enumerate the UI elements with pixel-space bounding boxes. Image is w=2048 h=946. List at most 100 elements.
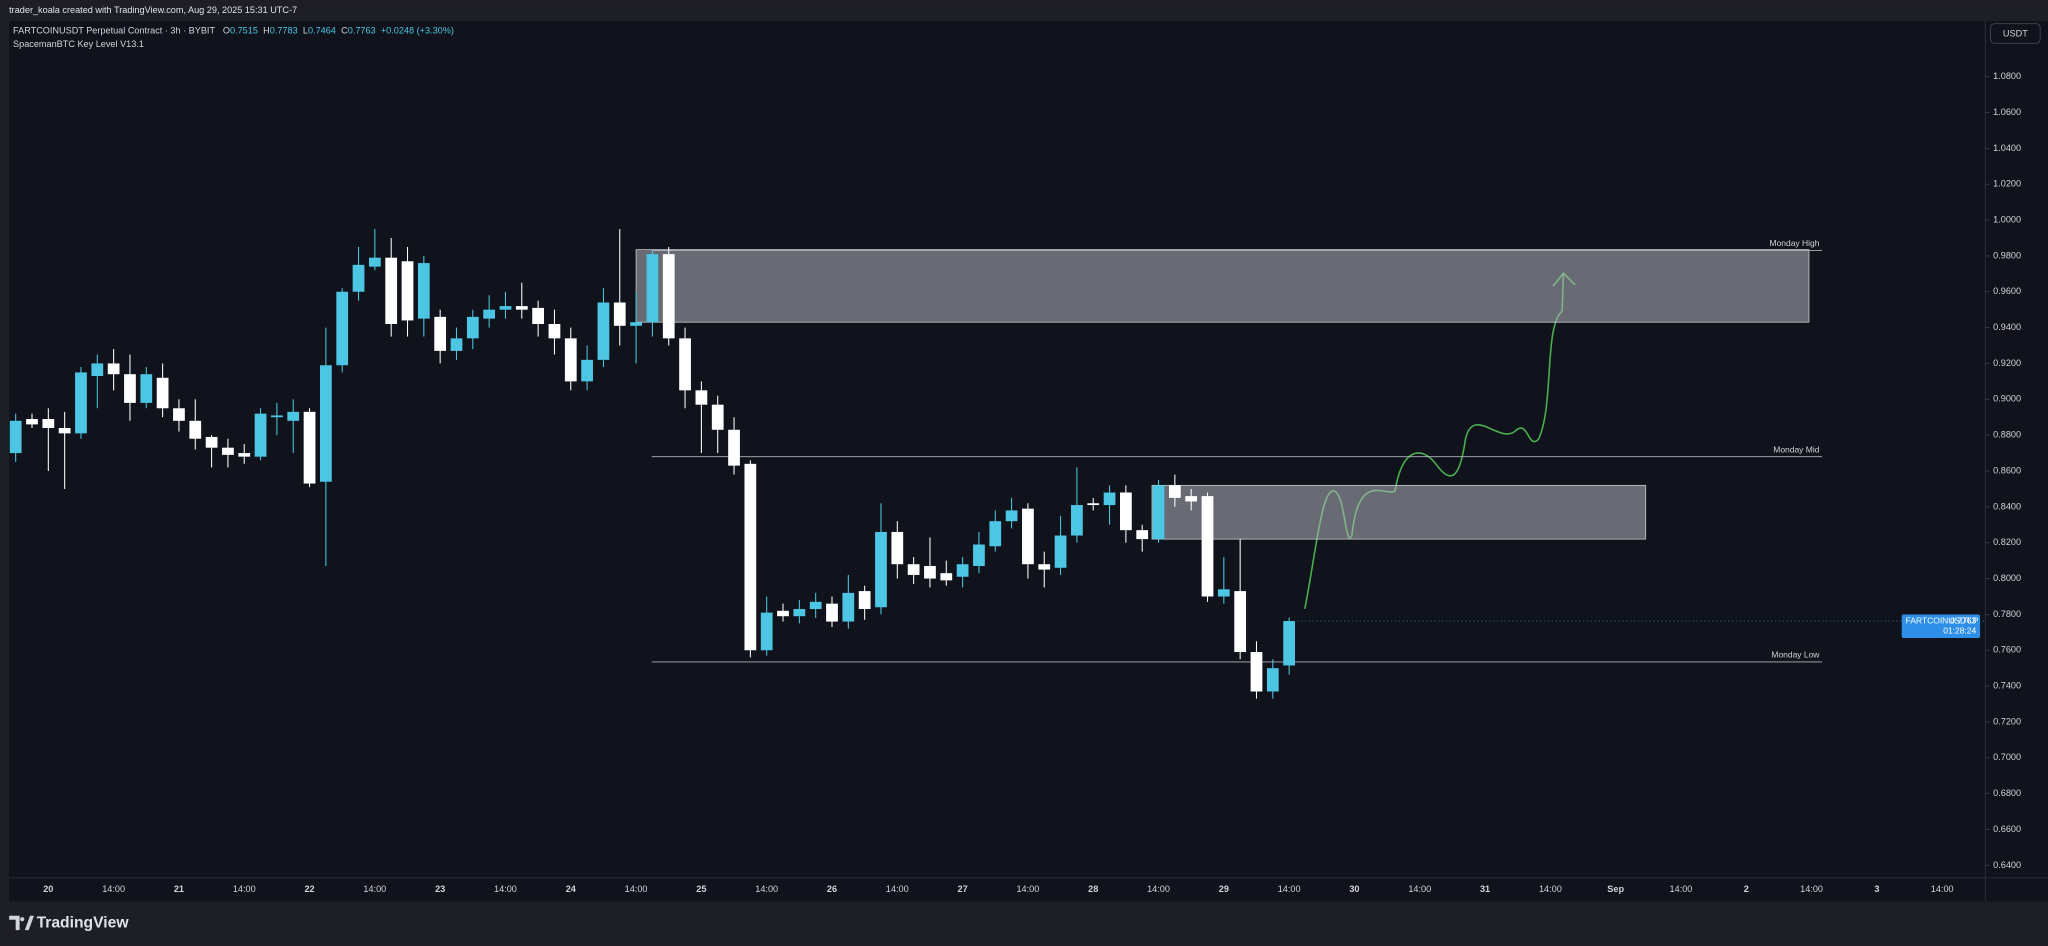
key-level-label: Monday Low (1771, 650, 1820, 660)
candle-body (744, 463, 757, 651)
x-tick-label: 29 (1219, 884, 1229, 894)
candle-body (581, 359, 593, 382)
y-tick-label: 1.0400 (1993, 143, 2021, 153)
x-tick-label: 3 (1874, 884, 1879, 894)
last-price-countdown: 01:28:24 (1943, 626, 1976, 636)
key-level-label: Monday Mid (1773, 444, 1819, 454)
candle-body (483, 309, 496, 319)
candle-body (352, 264, 365, 292)
candle-body (222, 447, 234, 455)
candle-body (450, 338, 463, 351)
last-price-value: 0.7763 (1950, 615, 1976, 625)
candle-body (777, 610, 789, 617)
x-tick-label: 14:00 (102, 884, 125, 894)
candle-body (662, 254, 675, 339)
legend-change: +0.0248 (+3.30%) (381, 26, 454, 36)
x-tick-label: 25 (696, 884, 706, 894)
candle-body (842, 592, 855, 622)
candle-body (1250, 652, 1263, 692)
candle-body (254, 413, 267, 457)
logo: TradingView (9, 915, 129, 932)
candle-body (793, 609, 806, 617)
candle-body (271, 415, 283, 418)
candle-body (548, 324, 561, 339)
legend-value: 0.7464 (308, 26, 336, 36)
candle-body (1103, 492, 1116, 506)
candle-body (875, 531, 887, 608)
y-tick-label: 0.7600 (1993, 645, 2021, 655)
y-tick-label: 0.8400 (1993, 501, 2021, 511)
indicator-name: SpacemanBTC Key Level V13.1 (13, 39, 144, 49)
candle-body (1054, 535, 1067, 568)
candle-body (42, 419, 55, 428)
candle-body (1283, 621, 1296, 666)
candle-body (1022, 508, 1034, 565)
key-level-label: Monday High (1770, 238, 1820, 248)
x-tick-label: 14:00 (755, 884, 778, 894)
last-price-tag (1901, 614, 1981, 639)
candle-body (1201, 496, 1214, 597)
candle-body (385, 257, 398, 325)
x-tick-label: 14:00 (1670, 884, 1693, 894)
x-tick-label: 2 (1744, 884, 1749, 894)
y-tick-label: 1.0600 (1993, 107, 2021, 117)
candle-body (320, 365, 332, 482)
y-tick-label: 0.9000 (1993, 394, 2021, 404)
candle-body (679, 338, 691, 391)
logo-mark (9, 915, 34, 931)
y-tick-label: 0.9400 (1993, 322, 2021, 332)
candle-body (124, 374, 136, 403)
x-tick-label: 14:00 (1016, 884, 1039, 894)
y-tick-label: 0.6600 (1993, 824, 2021, 834)
x-tick-label: 31 (1480, 884, 1490, 894)
x-tick-label: 22 (304, 884, 314, 894)
candle-body (368, 257, 381, 267)
candle-body (956, 564, 969, 577)
candle-body (466, 316, 479, 339)
candle-body (858, 591, 871, 610)
creator-note: trader_koala created with TradingView.co… (9, 5, 297, 15)
legend-key: O (223, 26, 230, 36)
key-zone (635, 249, 1810, 323)
currency-label[interactable]: USDT (2003, 29, 2028, 39)
candle-body (728, 429, 740, 466)
candle-body (826, 603, 838, 622)
y-tick-label: 1.0200 (1993, 179, 2021, 189)
x-tick-label: 14:00 (233, 884, 256, 894)
candle-body (940, 573, 953, 581)
x-tick-label: 14:00 (1931, 884, 1954, 894)
x-tick-label: 14:00 (886, 884, 909, 894)
x-tick-label: 28 (1088, 884, 1098, 894)
candle-body (711, 404, 724, 430)
y-tick-label: 1.0800 (1993, 71, 2021, 81)
candle-body (1120, 492, 1132, 531)
candle-body (532, 307, 544, 325)
candle-body (630, 322, 642, 326)
candle-body (1152, 485, 1165, 540)
y-tick-label: 0.8600 (1993, 465, 2021, 475)
candle-body (9, 420, 22, 454)
candle-body (809, 601, 822, 610)
candle-body (1005, 510, 1018, 522)
candle-body (1217, 589, 1230, 597)
candle-body (401, 261, 414, 321)
candle-body (1136, 530, 1149, 540)
currency-button[interactable] (1990, 23, 2041, 44)
x-tick-label: 27 (958, 884, 968, 894)
legend-key: L (303, 26, 308, 36)
candle-body (499, 306, 512, 310)
candle-body (613, 302, 626, 326)
candle-body (417, 263, 430, 319)
candle-body (140, 374, 153, 403)
candle-body (1071, 505, 1083, 536)
candle-body (173, 408, 185, 421)
x-tick-label: 14:00 (363, 884, 386, 894)
candle-body (287, 411, 300, 421)
x-tick-label: 14:00 (494, 884, 517, 894)
candle-body (434, 316, 447, 351)
y-tick-label: 0.6800 (1993, 788, 2021, 798)
x-tick-label: 14:00 (625, 884, 648, 894)
legend-value: 0.7515 (230, 26, 258, 36)
